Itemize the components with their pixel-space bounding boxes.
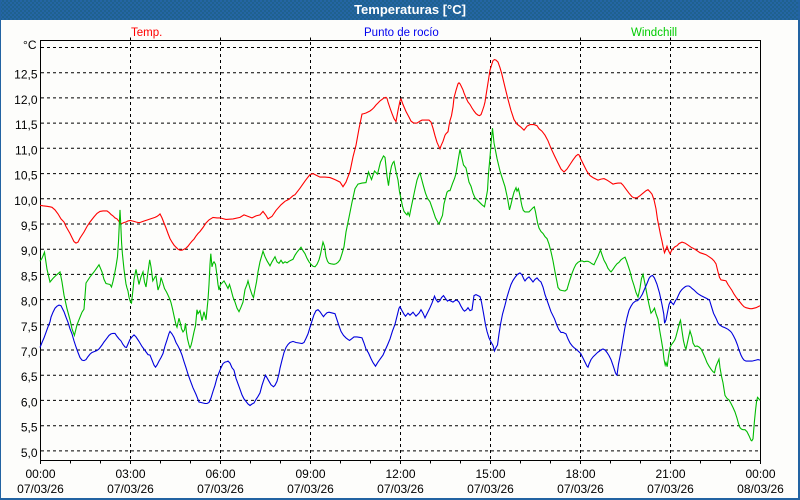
svg-text:8,5: 8,5 — [21, 269, 38, 283]
svg-text:8,0: 8,0 — [21, 295, 38, 309]
svg-text:6,0: 6,0 — [21, 395, 38, 409]
svg-text:7,0: 7,0 — [21, 345, 38, 359]
svg-text:00:00: 00:00 — [25, 467, 55, 481]
svg-text:09:00: 09:00 — [295, 467, 325, 481]
svg-text:07/03/26: 07/03/26 — [557, 482, 604, 496]
svg-text:07/03/26: 07/03/26 — [107, 482, 154, 496]
svg-text:07/03/26: 07/03/26 — [467, 482, 514, 496]
svg-text:10,5: 10,5 — [14, 169, 38, 183]
svg-text:15:00: 15:00 — [475, 467, 505, 481]
svg-text:03:00: 03:00 — [115, 467, 145, 481]
svg-text:07/03/26: 07/03/26 — [17, 482, 64, 496]
svg-text:11,0: 11,0 — [15, 143, 38, 157]
svg-text:5,0: 5,0 — [21, 446, 38, 460]
svg-text:9,5: 9,5 — [21, 219, 38, 233]
svg-text:9,0: 9,0 — [21, 244, 38, 258]
svg-text:07/03/26: 07/03/26 — [197, 482, 244, 496]
svg-text:08/03/26: 08/03/26 — [737, 482, 784, 496]
svg-text:18:00: 18:00 — [565, 467, 595, 481]
svg-text:°C: °C — [23, 38, 37, 52]
svg-text:12:00: 12:00 — [385, 467, 415, 481]
svg-text:06:00: 06:00 — [205, 467, 235, 481]
svg-text:7,5: 7,5 — [21, 320, 38, 334]
svg-text:00:00: 00:00 — [745, 467, 775, 481]
svg-text:5,5: 5,5 — [21, 421, 38, 435]
svg-text:6,5: 6,5 — [21, 370, 38, 384]
svg-text:07/03/26: 07/03/26 — [377, 482, 424, 496]
svg-text:07/03/26: 07/03/26 — [647, 482, 694, 496]
svg-text:11,5: 11,5 — [15, 118, 38, 132]
svg-text:10,0: 10,0 — [14, 194, 38, 208]
svg-text:21:00: 21:00 — [655, 467, 685, 481]
svg-text:07/03/26: 07/03/26 — [287, 482, 334, 496]
svg-text:12,0: 12,0 — [14, 93, 38, 107]
svg-text:12,5: 12,5 — [14, 68, 38, 82]
